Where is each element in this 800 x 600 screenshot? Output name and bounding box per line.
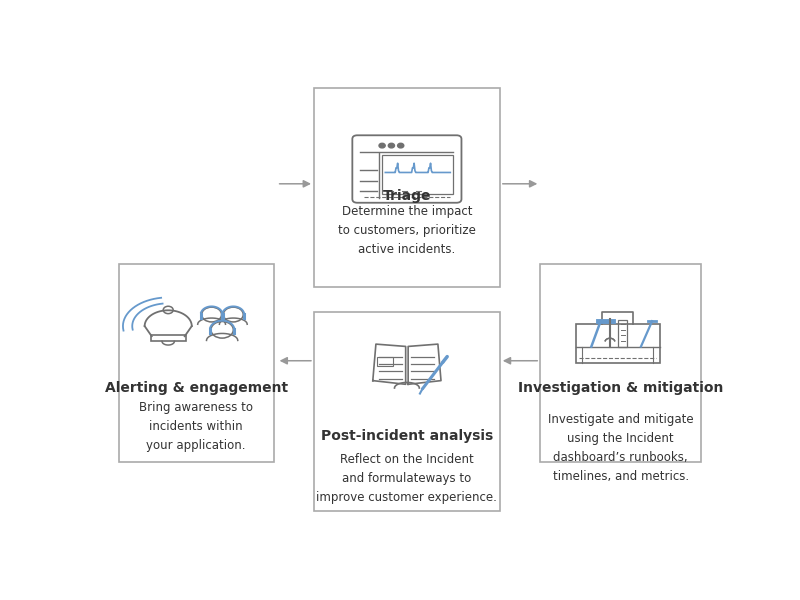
FancyBboxPatch shape (118, 264, 274, 463)
Text: Investigation & mitigation: Investigation & mitigation (518, 381, 723, 395)
Circle shape (379, 143, 386, 148)
Text: Reflect on the Incident
and formulateways to
improve customer experience.: Reflect on the Incident and formulateway… (317, 453, 498, 504)
Text: Post-incident analysis: Post-incident analysis (321, 430, 493, 443)
Text: Bring awareness to
incidents within
your application.: Bring awareness to incidents within your… (139, 401, 253, 452)
FancyBboxPatch shape (314, 88, 500, 287)
Text: Determine the impact
to customers, prioritize
active incidents.: Determine the impact to customers, prior… (338, 205, 476, 256)
Circle shape (398, 143, 404, 148)
Text: Triage: Triage (382, 190, 431, 203)
FancyBboxPatch shape (540, 264, 702, 463)
Text: Investigate and mitigate
using the Incident
dashboard’s runbooks,
timelines, and: Investigate and mitigate using the Incid… (548, 413, 694, 483)
Text: Alerting & engagement: Alerting & engagement (105, 381, 288, 395)
Circle shape (388, 143, 394, 148)
FancyBboxPatch shape (314, 312, 500, 511)
